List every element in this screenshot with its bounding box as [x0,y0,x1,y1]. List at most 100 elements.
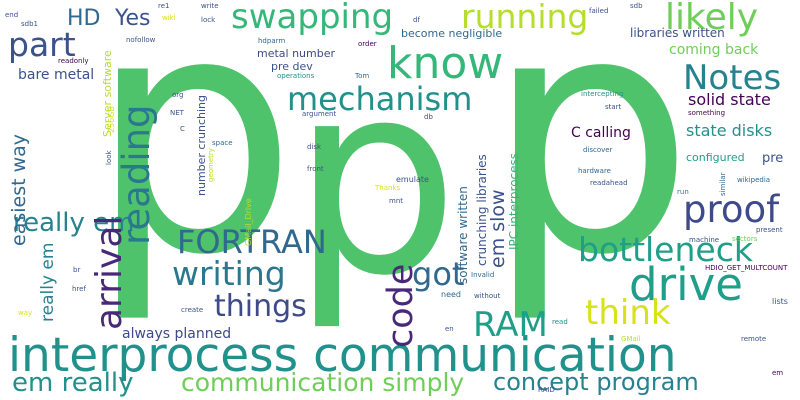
cloud-word: en [445,325,454,333]
cloud-word: readahead [590,179,628,187]
cloud-word: hdparm [258,37,286,45]
cloud-word: RAID [538,386,555,394]
cloud-word: interprocess communication [8,328,677,383]
cloud-word: space [212,139,233,147]
cloud-word: RAM [473,305,548,345]
cloud-word: disk [307,143,322,151]
cloud-word: FORTRAN [177,223,327,261]
cloud-word: C [180,125,185,133]
cloud-word: sdb1 [21,20,38,28]
cloud-word: way [18,309,33,317]
cloud-word: got [412,255,465,293]
cloud-word: end [5,11,19,19]
cloud-word: p [485,0,695,327]
cloud-word: sdb [630,2,643,10]
cloud-word: readonly [58,57,89,65]
cloud-word: really em [38,242,58,322]
cloud-word: GMail_Drive [244,198,253,246]
cloud-word: em slow [487,189,509,268]
cloud-word: bare metal [18,67,95,83]
cloud-word: know [387,38,504,89]
cloud-word: need [441,290,461,299]
cloud-word: geometry [207,148,215,182]
cloud-word: communication simply [181,368,465,397]
cloud-word: hardware [578,167,611,175]
cloud-word: front [307,165,324,173]
cloud-word: pre [762,151,784,166]
cloud-word: p [291,26,460,334]
cloud-word: swapping [231,0,394,37]
cloud-word: re1 [158,2,170,10]
cloud-word: failed [589,7,609,15]
cloud-word: Tom [355,72,370,80]
cloud-word: start [605,103,622,111]
cloud-word: HDIO_GET_MULTCOUNT [705,264,788,272]
cloud-word: really em [13,208,135,238]
cloud-word: things [214,289,307,324]
cloud-word: likely [665,0,759,38]
cloud-word: bottleneck [578,230,753,269]
cloud-word: metal number [257,47,336,60]
cloud-word: create [181,306,204,314]
cloud-word: Notes [683,58,782,98]
cloud-word: mnt [389,197,403,205]
cloud-word: proof [683,188,780,231]
cloud-word: machine [689,236,720,244]
cloud-word: argument [302,110,337,118]
cloud-word: remote [741,335,767,343]
cloud-word: solid state [688,90,771,109]
cloud-word: easiest way [8,133,30,246]
cloud-word: configured [686,151,745,164]
cloud-word: Invalid [471,271,495,279]
cloud-word: emulate [396,175,429,184]
cloud-word: write [201,2,219,10]
cloud-word: em [772,369,784,377]
cloud-word: wiki [162,14,176,22]
cloud-word: coming back [669,42,759,58]
cloud-word: always planned [122,326,232,342]
cloud-word: Thanks [375,184,401,192]
cloud-word: sectors [732,235,758,243]
cloud-word: crunching libraries [475,154,489,266]
cloud-word: HD [67,6,101,31]
cloud-word: mechanism [287,80,473,118]
cloud-word: become negligible [401,27,503,40]
cloud-word: run [677,188,689,196]
cloud-word: running [461,0,589,36]
cloud-word: read [552,318,568,326]
cloud-word: discover [583,146,613,154]
cloud-word: operations [277,72,315,80]
cloud-word: similar [719,172,727,196]
cloud-word: writing [172,254,286,293]
cloud-word: number crunching [195,95,208,196]
cloud-word: p [88,0,298,327]
cloud-word: nofollow [126,36,156,44]
cloud-word: lock [201,16,216,24]
cloud-word: state disks [686,121,773,140]
cloud-word: without [474,292,501,300]
cloud-word: IPC interprocess [507,152,521,250]
cloud-word: software written [456,186,470,284]
cloud-word: pre dev [271,60,313,73]
cloud-word: GMail [621,335,641,343]
cloud-word: code [381,263,421,348]
cloud-word: look [105,150,113,165]
cloud-word: something [688,109,726,117]
cloud-word: intercepting [581,90,624,98]
cloud-word: em really [12,368,134,398]
cloud-word: present [756,226,783,234]
cloud-word: drive [629,258,743,311]
cloud-word: 256GB [107,106,116,133]
cloud-word: concept program [493,368,699,396]
cloud-word: libraries written [630,26,725,40]
cloud-word: br [73,266,81,274]
cloud-word: href [72,285,86,293]
cloud-word: lists [772,297,788,306]
cloud-word: db [424,113,433,121]
cloud-word: wikipedia [737,176,771,184]
cloud-word: NET [170,109,184,117]
cloud-word: org [172,91,184,99]
cloud-word: think [585,293,671,333]
cloud-word: arrival [89,215,130,330]
